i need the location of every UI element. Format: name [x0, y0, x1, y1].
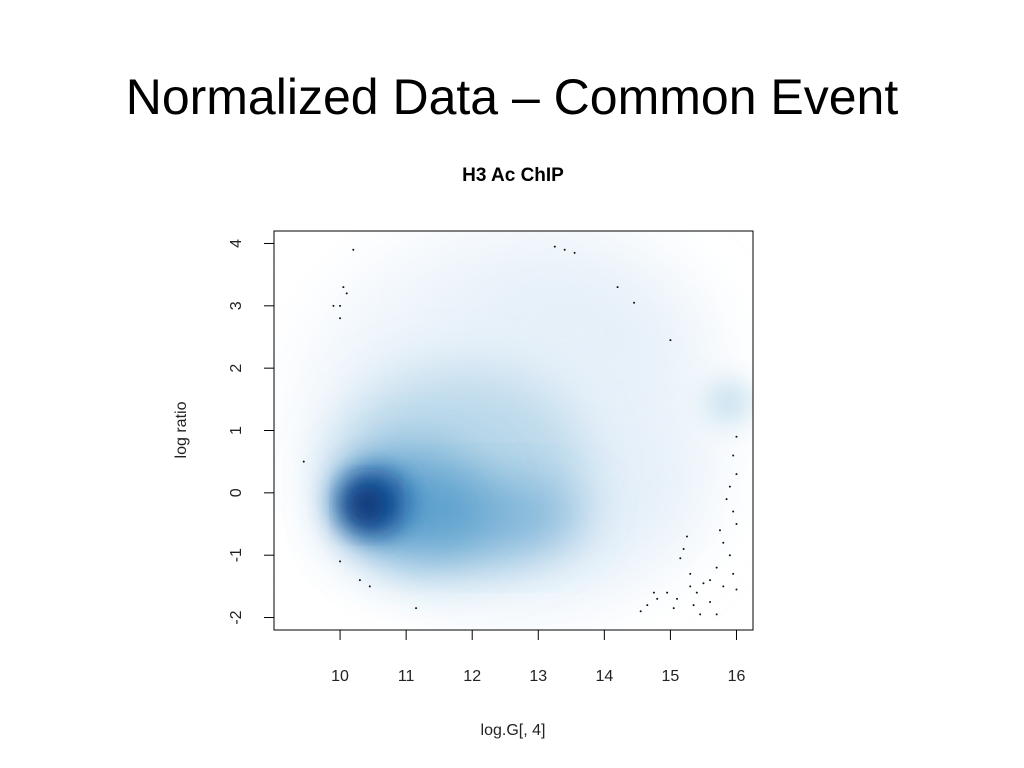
outlier-point [722, 585, 725, 588]
y-tick-label: 3 [228, 301, 245, 310]
y-tick-label: 2 [228, 364, 245, 373]
outlier-point [715, 566, 718, 569]
y-tick-label: -1 [228, 548, 245, 562]
outlier-point [415, 607, 418, 610]
outlier-point [732, 510, 735, 513]
outlier-point [735, 523, 738, 526]
outlier-point [728, 485, 731, 488]
outlier-point [563, 248, 566, 251]
outlier-point [676, 597, 679, 600]
outlier-point [639, 610, 642, 613]
outlier-point [735, 435, 738, 438]
outlier-point [689, 572, 692, 575]
outlier-point [352, 248, 355, 251]
outlier-point [666, 591, 669, 594]
outlier-point [709, 579, 712, 582]
density-blob-8 [347, 485, 385, 526]
x-tick-label: 16 [728, 668, 746, 685]
outlier-point [339, 317, 342, 320]
outlier-point [715, 613, 718, 616]
x-tick-label: 10 [331, 668, 349, 685]
density-layer [307, 231, 753, 606]
density-blob-1 [458, 243, 697, 419]
outlier-point [553, 245, 556, 248]
outlier-point [672, 607, 675, 610]
outlier-point [728, 554, 731, 557]
outlier-point [339, 304, 342, 307]
y-tick-label: 0 [228, 488, 245, 497]
outlier-point [332, 304, 335, 307]
slide-title: Normalized Data – Common Event [125, 69, 899, 125]
outlier-point [692, 604, 695, 607]
x-tick-label: 12 [463, 668, 481, 685]
x-tick-label: 11 [398, 668, 415, 685]
outlier-point [656, 597, 659, 600]
outlier-point [342, 286, 345, 289]
outlier-points [302, 245, 738, 616]
outlier-point [709, 600, 712, 603]
y-axis-label: log ratio [173, 401, 190, 458]
outlier-point [339, 560, 342, 563]
x-axis-label: log.G[, 4] [481, 722, 546, 739]
outlier-point [682, 547, 685, 550]
outlier-point [358, 579, 361, 582]
y-axis: -2 -1 0 1 2 3 4 [228, 239, 274, 625]
outlier-point [633, 301, 636, 304]
outlier-point [722, 541, 725, 544]
outlier-point [695, 591, 698, 594]
x-tick-label: 15 [662, 668, 680, 685]
outlier-point [302, 460, 305, 463]
outlier-point [732, 454, 735, 457]
outlier-point [699, 613, 702, 616]
outlier-point [735, 588, 738, 591]
y-tick-label: 1 [228, 426, 245, 435]
outlier-point [345, 292, 348, 295]
outlier-point [735, 473, 738, 476]
outlier-point [732, 572, 735, 575]
y-tick-label: 4 [228, 239, 245, 248]
outlier-point [616, 286, 619, 289]
density-blob-2 [706, 380, 753, 425]
outlier-point [368, 585, 371, 588]
y-tick-label: -2 [228, 610, 245, 624]
outlier-point [702, 582, 705, 585]
outlier-point [689, 585, 692, 588]
outlier-point [669, 339, 672, 342]
outlier-point [725, 498, 728, 501]
outlier-point [718, 529, 721, 532]
outlier-point [679, 557, 682, 560]
x-tick-label: 14 [595, 668, 613, 685]
outlier-point [646, 604, 649, 607]
x-axis: 10 11 12 13 14 15 16 [331, 630, 745, 685]
chart-title: H3 Ac ChIP [462, 165, 564, 186]
x-tick-label: 13 [529, 668, 547, 685]
outlier-point [652, 591, 655, 594]
outlier-point [685, 535, 688, 538]
outlier-point [573, 251, 576, 254]
